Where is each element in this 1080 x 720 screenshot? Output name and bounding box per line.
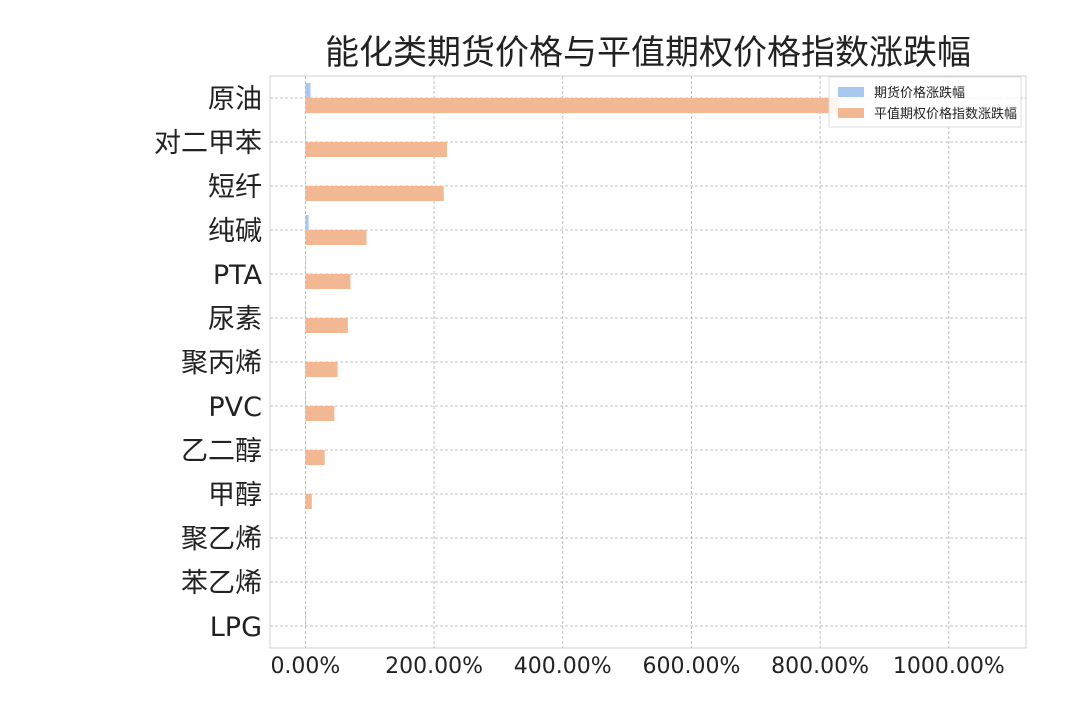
chart-title: 能化类期货价格与平值期权价格指数涨跌幅: [325, 33, 971, 73]
category-label: LPG: [210, 612, 262, 643]
bar-futures-change: [305, 259, 307, 274]
bar-futures-change: [305, 127, 307, 142]
bar-option-index-change: [305, 230, 367, 245]
category-label: 对二甲苯: [154, 128, 262, 159]
bar-futures-change: [305, 215, 309, 230]
x-tick-label: 600.00%: [642, 654, 740, 679]
x-tick-label: 200.00%: [385, 654, 483, 679]
bars: [305, 83, 840, 626]
legend-swatch-options: [838, 108, 864, 118]
bar-option-index-change: [305, 318, 348, 333]
category-label: 纯碱: [208, 216, 262, 247]
x-tick-label: 0.00%: [270, 654, 340, 679]
legend: 期货价格涨跌幅 平值期权价格指数涨跌幅: [828, 76, 1022, 128]
category-label: 苯乙烯: [181, 568, 262, 599]
legend-label-futures: 期货价格涨跌幅: [874, 85, 965, 101]
x-tick-label: 1000.00%: [893, 654, 1005, 679]
category-label: PVC: [208, 392, 262, 423]
x-tick-label: 400.00%: [514, 654, 612, 679]
category-label: 聚丙烯: [181, 348, 262, 379]
bar-option-index-change: [305, 362, 338, 377]
category-label: 甲醇: [208, 480, 262, 511]
category-label: 原油: [208, 84, 262, 115]
bar-option-index-change: [305, 142, 447, 157]
bar-option-index-change: [305, 274, 351, 289]
category-label: 乙二醇: [181, 436, 262, 467]
category-label: 尿素: [208, 304, 262, 335]
legend-swatch-futures: [838, 87, 864, 97]
legend-label-options: 平值期权价格指数涨跌幅: [874, 106, 1017, 122]
bar-futures-change: [305, 83, 311, 98]
bar-option-index-change: [305, 98, 840, 113]
bar-option-index-change: [305, 186, 444, 201]
category-label: 聚乙烯: [181, 524, 262, 555]
bar-futures-change: [305, 391, 307, 406]
bar-futures-change: [305, 303, 307, 318]
category-label: 短纤: [208, 172, 262, 203]
bar-option-index-change: [305, 494, 312, 509]
legend-box: [828, 76, 1022, 128]
x-tick-labels: 0.00% 200.00% 400.00% 600.00% 800.00% 1000.00…: [270, 654, 1004, 679]
bar-option-index-change: [305, 450, 325, 465]
bar-option-index-change: [305, 406, 335, 421]
category-label: PTA: [213, 260, 263, 291]
bar-futures-change: [305, 611, 307, 626]
gridlines: [270, 76, 1026, 648]
x-tick-label: 800.00%: [771, 654, 869, 679]
